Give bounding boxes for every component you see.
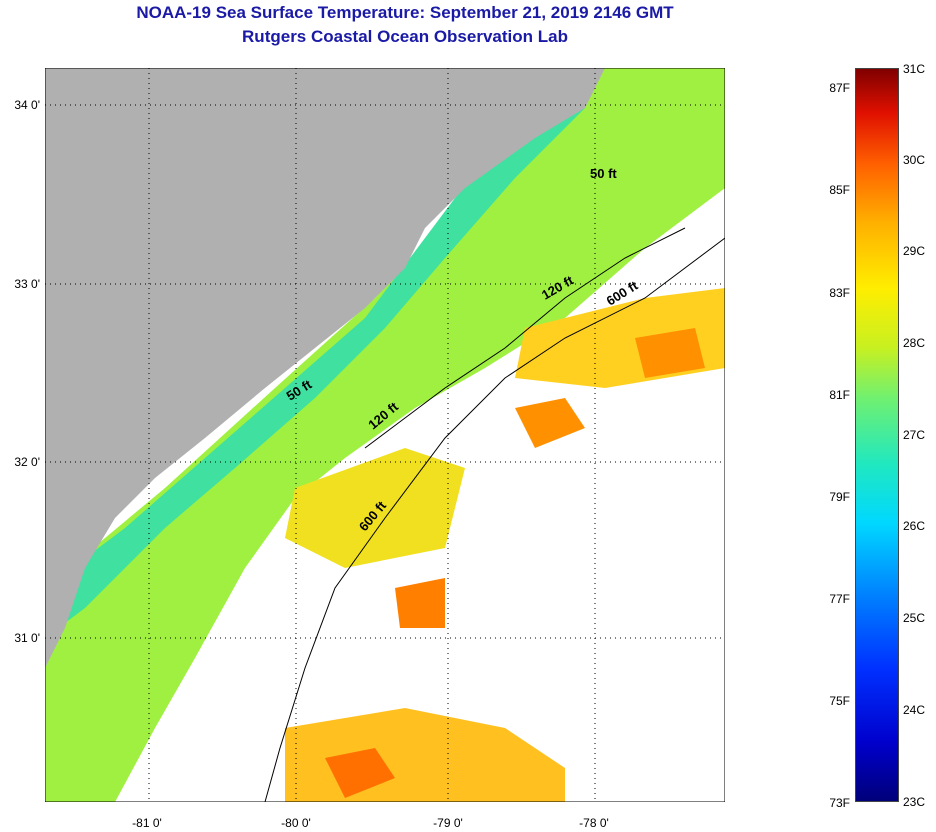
colorbar-c-26: 26C	[903, 519, 926, 533]
lat-label-32: 32 0'	[14, 455, 40, 469]
lat-label-34: 34 0'	[14, 98, 40, 112]
isobath-120ft	[364, 227, 686, 449]
colorbar-f-75: 75F	[829, 694, 850, 708]
colorbar-c-30: 30C	[903, 153, 926, 167]
temperature-colorbar	[855, 68, 899, 802]
colorbar-c-28: 28C	[903, 336, 926, 350]
lon-label-78: -78 0'	[579, 816, 609, 830]
colorbar-f-79: 79F	[829, 490, 850, 504]
colorbar-c-31: 31C	[903, 62, 926, 76]
land	[45, 68, 605, 668]
warm-patch-2	[285, 448, 465, 568]
colorbar-c-25: 25C	[903, 611, 926, 625]
colorbar-f-85: 85F	[829, 183, 850, 197]
colorbar-c-24: 24C	[903, 703, 926, 717]
colorbar-f-73: 73F	[829, 796, 850, 810]
colorbar-f-77: 77F	[829, 592, 850, 606]
lon-label-81: -81 0'	[132, 816, 162, 830]
contour-label-50ft-north: 50 ft	[590, 166, 617, 181]
colorbar-c-29: 29C	[903, 244, 926, 258]
lon-label-79: -79 0'	[433, 816, 463, 830]
colorbar-c-27: 27C	[903, 428, 926, 442]
sst-map: 50 ft 120 ft 600 ft 50 ft 120 ft 600 ft	[45, 68, 725, 802]
title-line-1: NOAA-19 Sea Surface Temperature: Septemb…	[136, 3, 674, 22]
hot-patch-1	[325, 748, 395, 798]
lon-label-80: -80 0'	[281, 816, 311, 830]
lat-label-31: 31 0'	[14, 631, 40, 645]
graticule	[45, 68, 725, 802]
isobath-600ft	[264, 237, 725, 802]
hot-patch-4	[395, 578, 445, 628]
colorbar-c-23: 23C	[903, 795, 926, 809]
hot-patch-2	[515, 398, 585, 448]
ocean-coastal-strip	[45, 98, 585, 638]
colorbar-f-83: 83F	[829, 286, 850, 300]
ocean-nearshore	[45, 68, 725, 802]
title-line-2: Rutgers Coastal Ocean Observation Lab	[242, 27, 568, 46]
lat-label-33: 33 0'	[14, 277, 40, 291]
colorbar-f-81: 81F	[829, 388, 850, 402]
colorbar-f-87: 87F	[829, 81, 850, 95]
hot-patch-3	[635, 328, 705, 378]
